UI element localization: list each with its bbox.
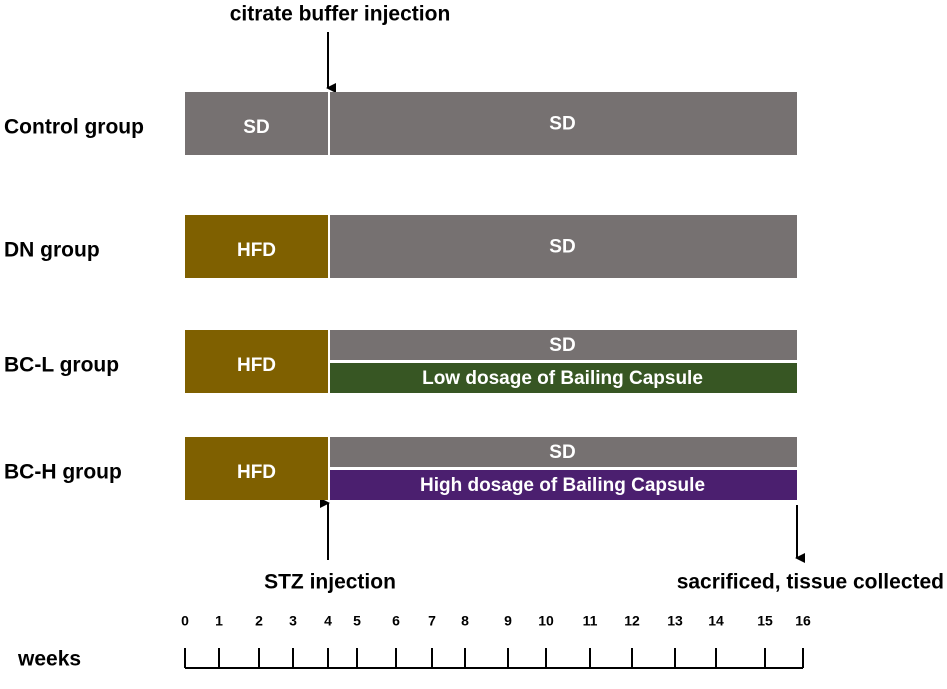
group-label: BC-L group <box>4 354 119 377</box>
segment-label: HFD <box>237 355 276 376</box>
tick-label: 16 <box>795 613 811 629</box>
segment-label: SD <box>549 114 575 135</box>
group-label: Control group <box>4 116 144 139</box>
segment <box>330 330 797 360</box>
segment <box>185 437 328 500</box>
tick-label: 0 <box>181 613 189 629</box>
segment-label: HFD <box>237 240 276 261</box>
segment-label: SD <box>549 335 575 356</box>
tick-label: 15 <box>757 613 773 629</box>
segment <box>185 215 328 278</box>
tick-label: 3 <box>289 613 297 629</box>
segment <box>330 437 797 467</box>
sacrificed-label: sacrificed, tissue collected <box>677 571 944 594</box>
stz-label: STZ injection <box>264 571 396 594</box>
segment <box>330 470 797 500</box>
tick-label: 7 <box>428 613 436 629</box>
group-label: DN group <box>4 239 100 262</box>
segment <box>185 330 328 393</box>
tick-label: 11 <box>583 613 598 629</box>
axis-label: weeks <box>17 648 81 671</box>
group-label: BC-H group <box>4 461 122 484</box>
segment <box>185 92 328 155</box>
tick-label: 13 <box>667 613 683 629</box>
tick-label: 5 <box>353 613 361 629</box>
tick-label: 10 <box>538 613 554 629</box>
segment-label: SD <box>549 237 575 258</box>
tick-label: 8 <box>461 613 469 629</box>
segment-label: SD <box>243 117 269 138</box>
segment-label: High dosage of Bailing Capsule <box>420 475 705 496</box>
segment <box>330 215 797 278</box>
tick-label: 12 <box>624 613 640 629</box>
segment-label: HFD <box>237 462 276 483</box>
segment-label: Low dosage of Bailing Capsule <box>422 368 703 389</box>
tick-label: 1 <box>215 613 223 629</box>
tick-label: 4 <box>324 613 332 629</box>
tick-label: 14 <box>708 613 724 629</box>
citrate-label: citrate buffer injection <box>230 3 451 26</box>
segment-label: SD <box>549 442 575 463</box>
tick-label: 9 <box>504 613 512 629</box>
tick-label: 6 <box>392 613 400 629</box>
segment <box>330 92 797 155</box>
segment <box>330 363 797 393</box>
tick-label: 2 <box>255 613 263 629</box>
